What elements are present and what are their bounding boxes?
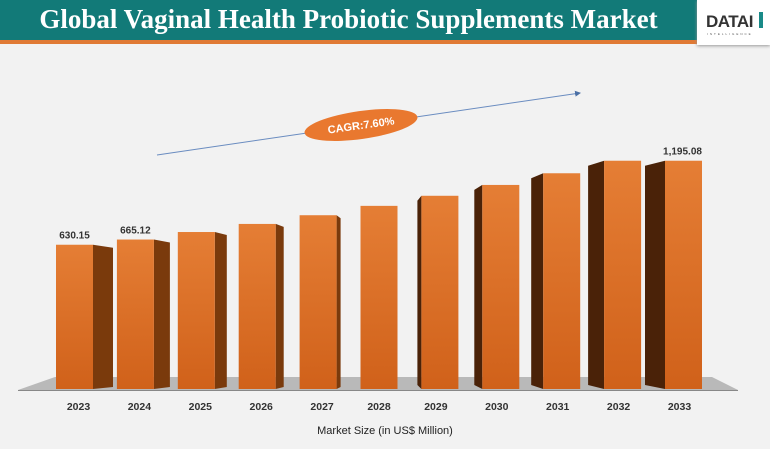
bar-2032 [604, 160, 642, 389]
bar-side [645, 160, 665, 389]
x-tick-label: 2033 [668, 401, 692, 413]
x-tick-label: 2026 [250, 401, 274, 413]
chart-title: Global Vaginal Health Probiotic Suppleme… [39, 4, 658, 34]
bar-2027 [299, 215, 337, 389]
x-tick-label: 2032 [607, 401, 631, 413]
bar-side [336, 215, 341, 389]
bar-side [474, 184, 483, 389]
cagr-badge [304, 109, 418, 141]
bar-side [153, 239, 170, 389]
x-tick-label: 2029 [424, 401, 448, 413]
bar-2024 [116, 239, 154, 389]
bar-side [214, 232, 227, 389]
bar-2025 [177, 232, 215, 389]
data-label: 665.12 [120, 226, 151, 237]
x-axis-label: Market Size (in US$ Million) [317, 425, 453, 437]
bar-side [531, 173, 544, 389]
title-banner: Global Vaginal Health Probiotic Suppleme… [0, 0, 697, 44]
logo-mark [759, 12, 763, 28]
bar-2031 [543, 173, 581, 389]
bar-side [417, 195, 422, 389]
logo-text: DATAI [706, 12, 753, 31]
bar-2026 [238, 223, 276, 389]
x-tick-label: 2028 [367, 401, 391, 413]
bar-2028 [360, 205, 398, 389]
bar-2023 [56, 244, 93, 389]
logo: DATAI INTELLIGENCE [697, 0, 770, 45]
bar-side [588, 160, 605, 389]
x-tick-label: 2025 [189, 401, 213, 413]
x-tick-label: 2027 [310, 401, 334, 413]
bar-2033 [665, 160, 702, 389]
bar-side [275, 223, 284, 389]
x-tick-label: 2023 [67, 401, 91, 413]
x-tick-label: 2024 [128, 401, 152, 413]
logo-subtext: INTELLIGENCE [707, 32, 753, 36]
bar-2030 [482, 184, 520, 389]
data-label: 1,195.08 [663, 147, 702, 158]
data-label: 630.15 [59, 231, 90, 242]
bar-side [93, 244, 113, 389]
x-tick-label: 2030 [485, 401, 509, 413]
x-tick-label: 2031 [546, 401, 570, 413]
bar-2029 [421, 195, 459, 389]
